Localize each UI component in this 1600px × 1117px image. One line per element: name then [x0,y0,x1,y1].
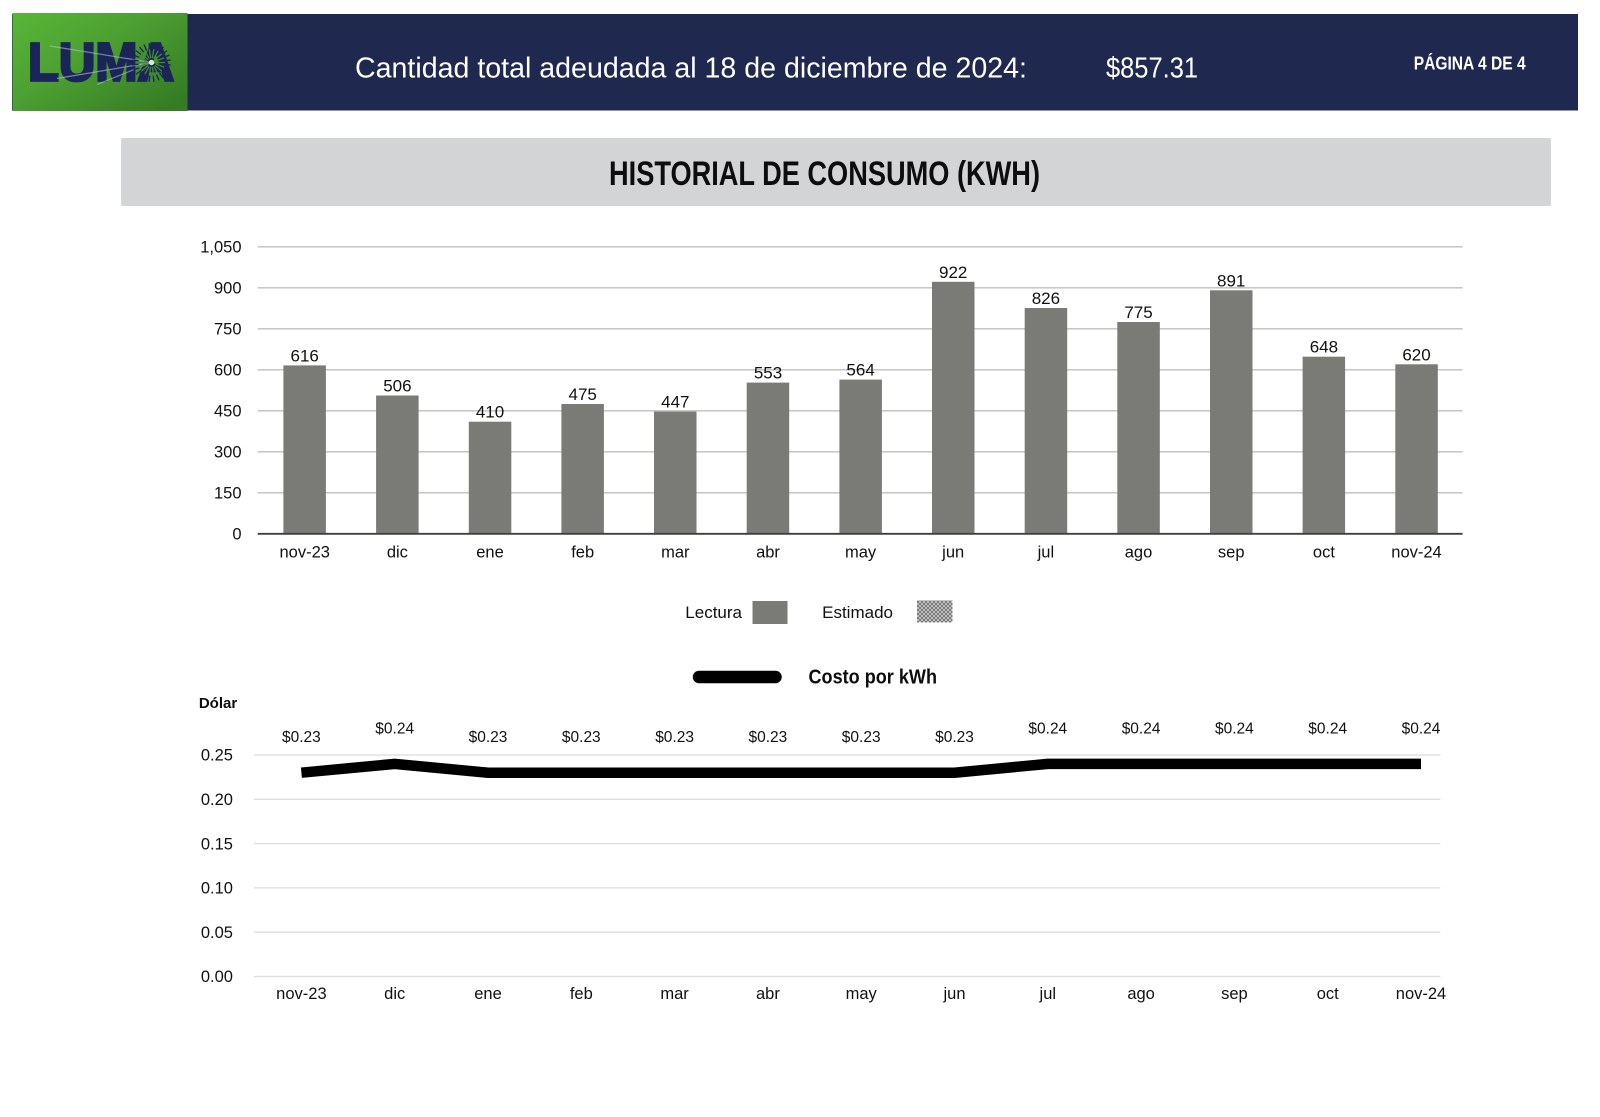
svg-text:410: 410 [476,403,504,422]
svg-text:0.00: 0.00 [201,968,233,986]
svg-text:0.10: 0.10 [201,880,233,898]
svg-text:$0.24: $0.24 [1028,720,1067,737]
svg-text:0.15: 0.15 [201,835,233,853]
svg-text:1,050: 1,050 [200,239,241,257]
svg-text:oct: oct [1317,985,1339,1003]
svg-text:$0.24: $0.24 [1308,720,1347,737]
svg-text:$0.24: $0.24 [1402,720,1441,737]
svg-text:$0.24: $0.24 [1215,720,1254,737]
svg-text:447: 447 [661,393,689,412]
svg-text:jul: jul [1039,985,1057,1003]
svg-text:ago: ago [1127,985,1155,1003]
svg-text:HISTORIAL DE CONSUMO (KWH): HISTORIAL DE CONSUMO (KWH) [609,155,1040,193]
svg-text:Dólar: Dólar [199,695,238,712]
svg-text:826: 826 [1032,289,1060,308]
svg-text:0: 0 [232,526,241,544]
svg-text:$0.23: $0.23 [469,729,508,746]
svg-text:abr: abr [756,985,780,1003]
svg-text:150: 150 [214,485,242,503]
svg-text:620: 620 [1402,345,1430,364]
svg-text:dic: dic [384,985,405,1003]
svg-text:$857.31: $857.31 [1106,53,1198,85]
svg-text:ene: ene [476,544,504,562]
svg-text:Lectura: Lectura [685,603,742,622]
svg-text:750: 750 [214,321,242,339]
svg-text:feb: feb [570,985,593,1003]
svg-text:nov-23: nov-23 [279,544,329,562]
svg-text:ago: ago [1125,544,1153,562]
svg-text:600: 600 [214,362,242,380]
svg-text:0.25: 0.25 [201,747,233,765]
svg-text:648: 648 [1310,338,1338,357]
svg-text:feb: feb [571,544,594,562]
svg-text:$0.23: $0.23 [655,729,694,746]
svg-text:Costo por kWh: Costo por kWh [809,666,938,689]
svg-text:564: 564 [846,361,874,380]
svg-text:may: may [846,985,878,1003]
svg-text:$0.23: $0.23 [282,729,321,746]
svg-text:922: 922 [939,263,967,282]
svg-text:oct: oct [1313,544,1335,562]
svg-text:PÁGINA 4 DE 4: PÁGINA 4 DE 4 [1414,53,1526,74]
svg-text:616: 616 [291,346,319,365]
svg-text:891: 891 [1217,271,1245,290]
svg-text:mar: mar [660,985,689,1003]
svg-text:$0.24: $0.24 [375,720,414,737]
svg-text:sep: sep [1221,985,1248,1003]
svg-text:ene: ene [474,985,502,1003]
svg-text:$0.23: $0.23 [935,729,974,746]
svg-text:775: 775 [1124,303,1152,322]
svg-text:abr: abr [756,544,780,562]
svg-text:mar: mar [661,544,690,562]
svg-text:$0.24: $0.24 [1122,720,1161,737]
svg-text:0.20: 0.20 [201,791,233,809]
svg-text:$0.23: $0.23 [749,729,788,746]
svg-text:may: may [845,544,877,562]
svg-text:300: 300 [214,444,242,462]
svg-text:jun: jun [942,985,965,1003]
svg-text:900: 900 [214,280,242,298]
svg-text:506: 506 [383,377,411,396]
svg-text:nov-23: nov-23 [276,985,326,1003]
svg-text:jun: jun [941,544,964,562]
svg-text:475: 475 [569,385,597,404]
svg-text:$0.23: $0.23 [842,729,881,746]
svg-text:dic: dic [387,544,408,562]
svg-text:sep: sep [1218,544,1245,562]
svg-text:Estimado: Estimado [822,603,893,622]
svg-text:0.05: 0.05 [201,924,233,942]
svg-text:Cantidad total adeudada al 18: Cantidad total adeudada al 18 de diciemb… [355,53,1027,85]
svg-text:nov-24: nov-24 [1391,544,1441,562]
svg-text:nov-24: nov-24 [1396,985,1446,1003]
svg-text:553: 553 [754,364,782,383]
svg-text:$0.23: $0.23 [562,729,601,746]
svg-text:450: 450 [214,403,242,421]
svg-text:jul: jul [1037,544,1055,562]
